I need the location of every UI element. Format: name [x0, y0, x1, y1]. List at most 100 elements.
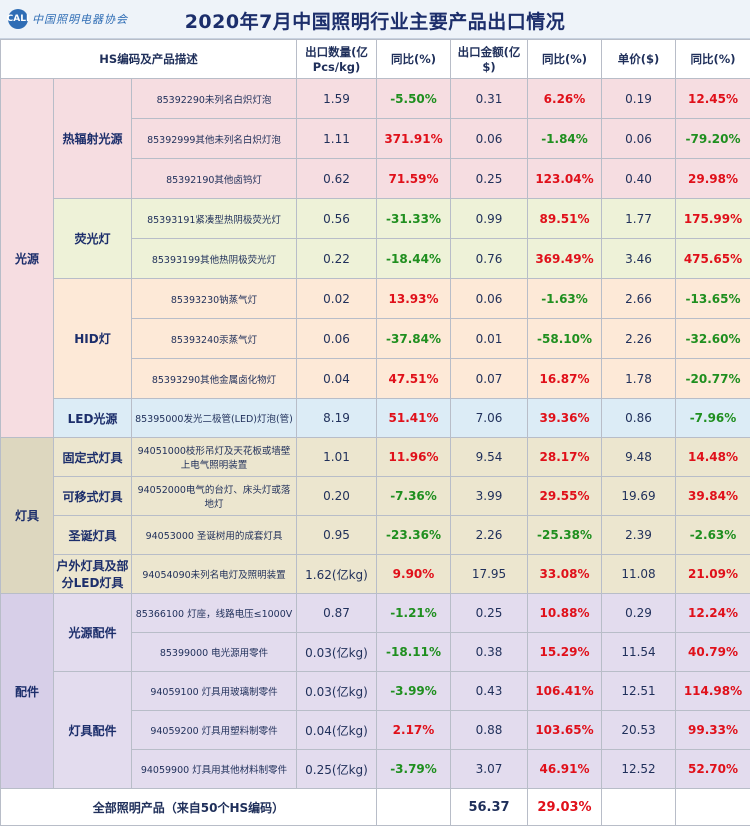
- unit-price: 3.46: [601, 238, 676, 279]
- subgroup-label-hid: HID灯: [53, 278, 132, 399]
- price-yoy: -7.96%: [675, 398, 750, 438]
- export-quantity: 1.59: [296, 78, 377, 119]
- product-description: 94053000 圣诞树用的成套灯具: [131, 515, 297, 555]
- export-quantity: 0.62: [296, 158, 377, 199]
- export-quantity: 0.02: [296, 278, 377, 319]
- product-description: 85393191紧凑型热阴极荧光灯: [131, 198, 297, 239]
- quantity-yoy: -18.44%: [376, 238, 451, 279]
- amount-yoy: 6.26%: [527, 78, 602, 119]
- price-yoy: 39.84%: [675, 476, 750, 516]
- product-description: 85393240汞蒸气灯: [131, 318, 297, 359]
- product-description: 85393230钠蒸气灯: [131, 278, 297, 319]
- export-quantity: 0.04(亿kg): [296, 710, 377, 750]
- unit-price: 2.26: [601, 318, 676, 359]
- col-header-qty: 出口数量(亿Pcs/kg): [296, 39, 377, 79]
- unit-price: 11.54: [601, 632, 676, 672]
- col-header-hs: HS编码及产品描述: [0, 39, 297, 79]
- quantity-yoy: 11.96%: [376, 437, 451, 477]
- product-description: 94054090未列名电灯及照明装置: [131, 554, 297, 594]
- quantity-yoy: -18.11%: [376, 632, 451, 672]
- quantity-yoy: -7.36%: [376, 476, 451, 516]
- export-table: HS编码及产品描述 出口数量(亿Pcs/kg) 同比(%) 出口金额(亿$) 同…: [0, 39, 750, 826]
- logo-icon: CALI: [7, 9, 29, 29]
- product-description: 94052000电气的台灯、床头灯或落地灯: [131, 476, 297, 516]
- export-amount: 0.76: [450, 238, 528, 279]
- total-empty-2: [601, 788, 676, 826]
- table-header-row: HS编码及产品描述 出口数量(亿Pcs/kg) 同比(%) 出口金额(亿$) 同…: [0, 39, 750, 79]
- product-description: 85366100 灯座，线路电压≤1000V: [131, 593, 297, 633]
- col-header-yoy2: 同比(%): [527, 39, 602, 79]
- export-quantity: 0.87: [296, 593, 377, 633]
- page-header: CALI 中国照明电器协会 2020年7月中国照明行业主要产品出口情况: [0, 0, 750, 39]
- export-amount: 0.06: [450, 278, 528, 319]
- product-description: 94059100 灯具用玻璃制零件: [131, 671, 297, 711]
- quantity-yoy: 47.51%: [376, 358, 451, 399]
- group-label-accessories: 配件: [0, 593, 54, 789]
- price-yoy: 475.65%: [675, 238, 750, 279]
- table-row: 85399000 电光源用零件 0.03(亿kg) -18.11% 0.38 15.29…: [1, 632, 750, 672]
- table-row: 85393240汞蒸气灯 0.06 -37.84% 0.01 -58.10% 2.26 -3…: [1, 318, 750, 359]
- quantity-yoy: -3.79%: [376, 749, 451, 789]
- amount-yoy: -1.63%: [527, 278, 602, 319]
- total-empty: [376, 788, 451, 826]
- unit-price: 0.19: [601, 78, 676, 119]
- col-header-price: 单价($): [601, 39, 676, 79]
- total-yoy: 29.03%: [527, 788, 602, 826]
- table-row: 85392999其他未列名白炽灯泡 1.11 371.91% 0.06 -1.84% 0.…: [1, 118, 750, 159]
- col-header-yoy3: 同比(%): [675, 39, 750, 79]
- price-yoy: 14.48%: [675, 437, 750, 477]
- quantity-yoy: 71.59%: [376, 158, 451, 199]
- product-description: 85392290未列名白炽灯泡: [131, 78, 297, 119]
- export-amount: 7.06: [450, 398, 528, 438]
- subgroup-label-fx_parts: 灯具配件: [53, 671, 132, 789]
- quantity-yoy: 371.91%: [376, 118, 451, 159]
- unit-price: 1.77: [601, 198, 676, 239]
- subgroup-label-fluorescent: 荧光灯: [53, 198, 132, 279]
- export-amount: 2.26: [450, 515, 528, 555]
- logo-text: 中国照明电器协会: [32, 13, 128, 26]
- quantity-yoy: -1.21%: [376, 593, 451, 633]
- export-quantity: 8.19: [296, 398, 377, 438]
- table-row: 灯具 固定式灯具 94051000枝形吊灯及天花板或墙壁上电气照明装置 1.01 11.…: [0, 437, 750, 594]
- export-quantity: 0.03(亿kg): [296, 632, 377, 672]
- price-yoy: 175.99%: [675, 198, 750, 239]
- col-header-yoy1: 同比(%): [376, 39, 451, 79]
- amount-yoy: 369.49%: [527, 238, 602, 279]
- unit-price: 11.08: [601, 554, 676, 594]
- total-label: 全部照明产品（来自50个HS编码）: [0, 788, 377, 826]
- export-quantity: 1.11: [296, 118, 377, 159]
- price-yoy: -20.77%: [675, 358, 750, 399]
- amount-yoy: 15.29%: [527, 632, 602, 672]
- amount-yoy: 29.55%: [527, 476, 602, 516]
- export-quantity: 0.03(亿kg): [296, 671, 377, 711]
- price-yoy: -79.20%: [675, 118, 750, 159]
- table-row: 圣诞灯具 94053000 圣诞树用的成套灯具 0.95 -23.36% 2.26 -25…: [1, 515, 750, 555]
- unit-price: 2.66: [601, 278, 676, 319]
- unit-price: 0.06: [601, 118, 676, 159]
- export-amount: 0.25: [450, 158, 528, 199]
- quantity-yoy: 51.41%: [376, 398, 451, 438]
- subgroup-label-movable: 可移式灯具: [53, 476, 132, 516]
- unit-price: 19.69: [601, 476, 676, 516]
- export-amount: 0.06: [450, 118, 528, 159]
- amount-yoy: 106.41%: [527, 671, 602, 711]
- amount-yoy: 33.08%: [527, 554, 602, 594]
- product-description: 85393199其他热阴极荧光灯: [131, 238, 297, 279]
- price-yoy: -2.63%: [675, 515, 750, 555]
- amount-yoy: 123.04%: [527, 158, 602, 199]
- amount-yoy: 16.87%: [527, 358, 602, 399]
- amount-yoy: 28.17%: [527, 437, 602, 477]
- export-amount: 0.43: [450, 671, 528, 711]
- unit-price: 0.40: [601, 158, 676, 199]
- quantity-yoy: -31.33%: [376, 198, 451, 239]
- export-amount: 0.25: [450, 593, 528, 633]
- export-amount: 0.01: [450, 318, 528, 359]
- export-quantity: 0.25(亿kg): [296, 749, 377, 789]
- export-amount: 3.99: [450, 476, 528, 516]
- page-title: 2020年7月中国照明行业主要产品出口情况: [184, 11, 566, 33]
- table-row: 灯具配件 94059100 灯具用玻璃制零件 0.03(亿kg) -3.99% 0.43…: [1, 671, 750, 789]
- price-yoy: 40.79%: [675, 632, 750, 672]
- export-amount: 9.54: [450, 437, 528, 477]
- product-description: 85393290其他金属卤化物灯: [131, 358, 297, 399]
- subgroup-label-christmas: 圣诞灯具: [53, 515, 132, 555]
